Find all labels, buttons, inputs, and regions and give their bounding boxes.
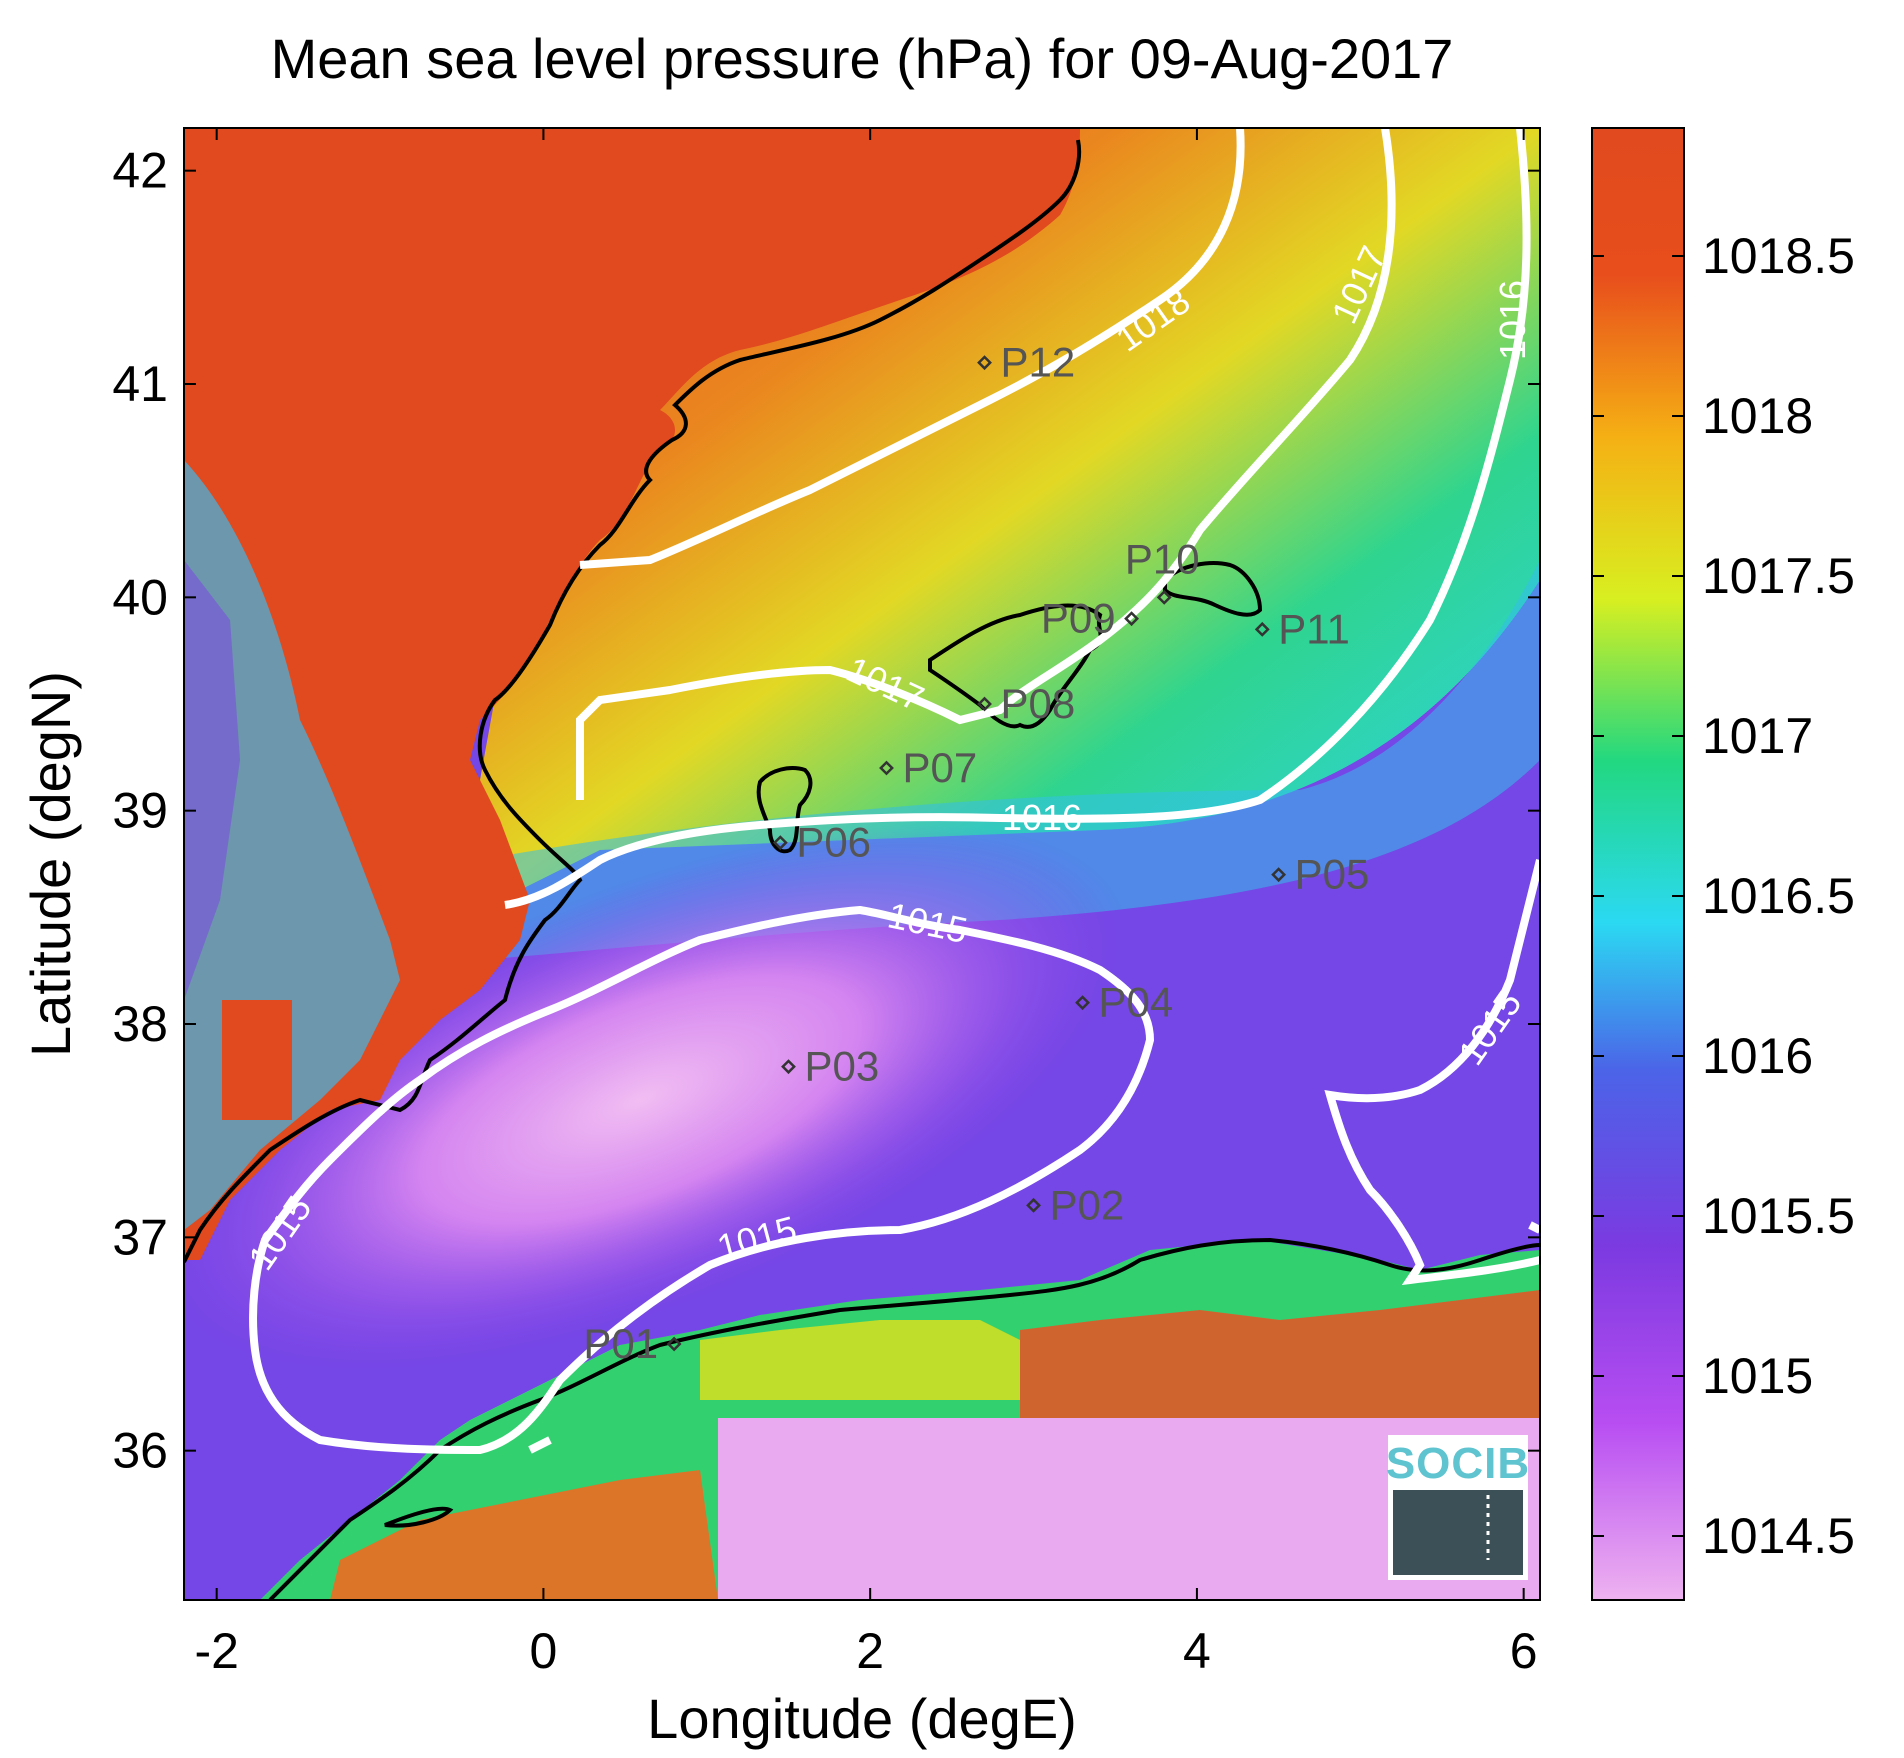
colorbar-gradient [1591, 127, 1685, 1601]
isobar-1016 [504, 128, 1531, 909]
station-label: P05 [1295, 851, 1370, 898]
alboran-island [384, 1506, 454, 1528]
station-marker [666, 1336, 682, 1352]
station-marker [1026, 1197, 1041, 1213]
colorbar: 1014.5 1015 1015.5 1016 1016.5 1017 1017.5 1018… [1591, 127, 1855, 1601]
station-label: P02 [1050, 1181, 1125, 1228]
y-tick-label: 38 [112, 996, 168, 1052]
x-tick-label: 4 [1183, 1623, 1211, 1679]
x-tick-label: -2 [194, 1623, 238, 1679]
station-label: P10 [1125, 535, 1200, 582]
colorbar-tick-label: 1015.5 [1702, 1188, 1855, 1244]
y-tick-label: 39 [112, 783, 168, 839]
station-label: P07 [903, 744, 978, 791]
isobar-1017-north [576, 128, 1396, 800]
colorbar-tick-label: 1018.5 [1702, 228, 1855, 284]
x-tick-label: 6 [1510, 1623, 1538, 1679]
station-marker [772, 835, 788, 851]
x-axis-label: Longitude (degE) [647, 1687, 1077, 1750]
isobar-1015-south [528, 1436, 552, 1454]
station-marker [1271, 867, 1287, 883]
y-axis: 36 37 38 39 40 41 42 [112, 143, 1540, 1479]
iberian-land [184, 128, 1080, 1260]
contour-label-1016-east: 1016 [1492, 280, 1533, 360]
map-title: Mean sea level pressure (hPa) for 09-Aug… [271, 27, 1454, 90]
y-tick-label: 40 [112, 569, 168, 625]
station-label: P08 [1001, 680, 1076, 727]
isobar-1015-corner [1528, 1221, 1540, 1234]
station-label: P09 [1041, 595, 1116, 642]
african-land-warm [1020, 1290, 1540, 1418]
station-marker [781, 1059, 796, 1075]
y-tick-label: 37 [112, 1209, 168, 1265]
colorbar-tick-label: 1017 [1702, 708, 1813, 764]
iberian-red-patch [222, 1000, 292, 1120]
x-axis: -2 0 2 4 6 [194, 128, 1538, 1679]
station-marker [977, 696, 992, 712]
colorbar-tick-label: 1016 [1702, 1028, 1813, 1084]
colorbar-tick-label: 1014.5 [1702, 1508, 1855, 1564]
colorbar-tick-label: 1016.5 [1702, 868, 1855, 924]
african-land-southwest [330, 1470, 718, 1600]
station-label: P03 [804, 1043, 879, 1090]
station-marker [879, 760, 894, 776]
station-label: P04 [1099, 979, 1174, 1026]
isobars [249, 128, 1540, 1455]
station-label: P12 [1001, 339, 1076, 386]
station-marker [1075, 995, 1090, 1011]
isobar-1015-west [249, 905, 1155, 1455]
station-marker [977, 355, 992, 371]
socib-logo: SOCIB [1386, 1435, 1530, 1580]
station-marker [1254, 621, 1270, 637]
station-label: P01 [583, 1320, 658, 1367]
isobar-1018 [579, 128, 1245, 569]
isobar-1015-east [1324, 859, 1540, 1286]
colorbar-ticks: 1014.5 1015 1015.5 1016 1016.5 1017 1017.5 1018… [1592, 228, 1855, 1564]
x-tick-label: 2 [856, 1623, 884, 1679]
station-label: P11 [1278, 605, 1350, 652]
plot-frame [183, 127, 1541, 1601]
station-label: P06 [796, 819, 871, 866]
x-tick-label: 0 [530, 1623, 558, 1679]
y-tick-label: 41 [112, 356, 168, 412]
logo-text: SOCIB [1386, 1439, 1530, 1488]
y-axis-label: Latitude (degN) [19, 671, 82, 1057]
african-land-yellow [700, 1320, 1020, 1400]
contour-label-1016-central: 1016 [1002, 797, 1082, 838]
station-marker [1124, 611, 1139, 627]
iberian-coastline [184, 139, 1082, 1263]
y-tick-label: 42 [112, 143, 168, 199]
colorbar-tick-label: 1018 [1702, 388, 1813, 444]
menorca-coastline [1163, 561, 1263, 617]
plot-area: 1018 1017 1017 1016 1016 1015 1015 1015 … [184, 128, 1540, 1600]
station-marker [1156, 589, 1172, 605]
colorbar-tick-label: 1017.5 [1702, 548, 1855, 604]
iberian-interior-purple [184, 560, 240, 1000]
logo-image [1393, 1490, 1523, 1575]
low-pressure-core [184, 824, 1129, 1376]
colorbar-tick-label: 1015 [1702, 1348, 1813, 1404]
y-tick-label: 36 [112, 1423, 168, 1479]
